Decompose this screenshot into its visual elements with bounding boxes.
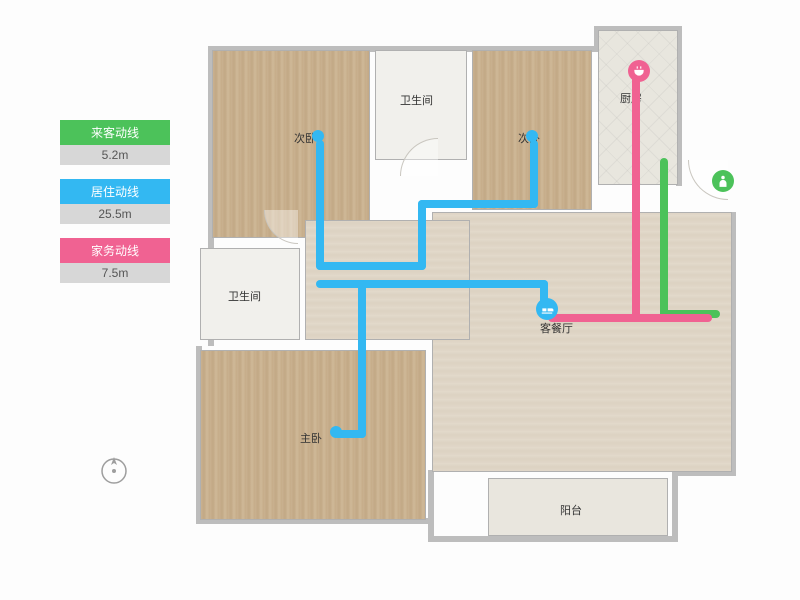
compass-icon <box>98 455 130 487</box>
wall <box>428 536 678 542</box>
room-living <box>432 212 732 472</box>
room-label-bath-mid: 卫生间 <box>228 288 261 304</box>
floorplan: 次卧卫生间次卧厨房卫生间主卧客餐厅阳台 <box>200 30 760 560</box>
route-endpoint <box>312 130 324 142</box>
legend-living-label: 居住动线 <box>60 179 170 204</box>
room-label-bedroom-sw: 主卧 <box>300 430 322 446</box>
route-blue <box>418 200 426 270</box>
route-blue <box>316 140 324 270</box>
route-blue <box>418 200 538 208</box>
legend-house-value: 7.5m <box>60 263 170 283</box>
legend-house: 家务动线 7.5m <box>60 238 170 283</box>
route-blue <box>530 140 538 208</box>
room-label-bath-top: 卫生间 <box>400 92 433 108</box>
legend-living: 居住动线 25.5m <box>60 179 170 224</box>
legend-living-value: 25.5m <box>60 204 170 224</box>
route-blue <box>316 262 426 270</box>
route-blue <box>358 280 366 438</box>
marker-person-icon <box>712 170 734 192</box>
route-pink <box>632 68 640 322</box>
room-label-balcony: 阳台 <box>560 502 582 518</box>
marker-bed-icon <box>536 298 558 320</box>
door-arc <box>264 210 298 244</box>
route-green <box>660 158 668 318</box>
legend: 来客动线 5.2m 居住动线 25.5m 家务动线 7.5m <box>60 120 170 297</box>
route-endpoint <box>526 130 538 142</box>
wall <box>428 470 434 542</box>
route-blue <box>316 280 548 288</box>
route-endpoint <box>330 426 342 438</box>
legend-guest: 来客动线 5.2m <box>60 120 170 165</box>
route-pink <box>548 314 640 322</box>
wall <box>672 470 678 542</box>
room-label-living: 客餐厅 <box>540 320 573 336</box>
marker-pot-icon <box>628 60 650 82</box>
route-pink <box>632 314 712 322</box>
legend-house-label: 家务动线 <box>60 238 170 263</box>
legend-guest-value: 5.2m <box>60 145 170 165</box>
legend-guest-label: 来客动线 <box>60 120 170 145</box>
